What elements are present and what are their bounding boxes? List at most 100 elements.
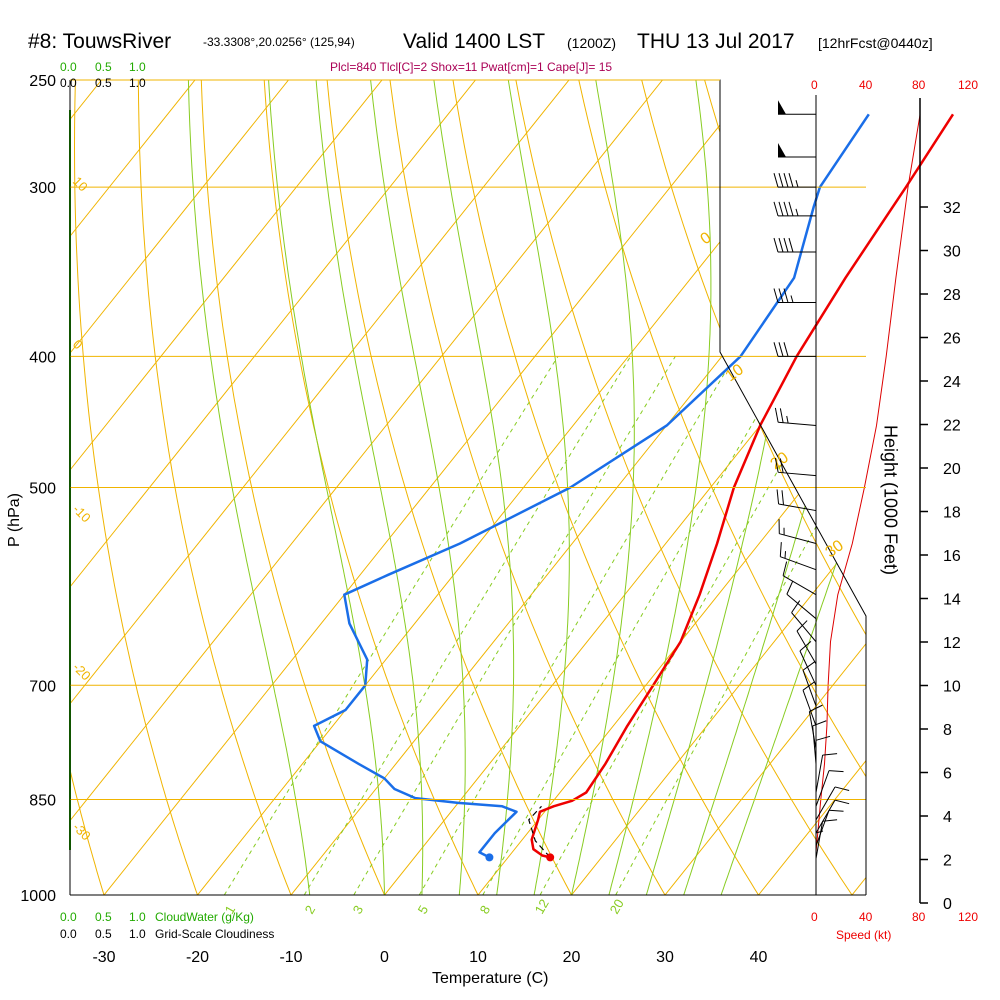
speed-tick-bottom-120: 120 [958,910,979,924]
wind-barb-feather [822,753,838,756]
temperature-line [530,113,955,859]
x-axis-title: Temperature (C) [432,970,549,987]
mixing-ratio-label: 20 [607,896,627,916]
wind-barb-staff [815,821,824,859]
height-tick-label: 10 [943,679,961,696]
dry-adiabat-line [641,80,866,895]
wind-barb-feather [782,561,788,576]
isotherm-label: 0 [698,229,715,248]
temperature-tick-label: 20 [563,949,581,966]
cloudiness-label: Grid-Scale Cloudiness [155,927,275,941]
wind-barb-feather [834,786,850,791]
isotherm-label: 10 [723,361,747,385]
cloud-legend-top-black-0: 0.0 [60,76,77,90]
dry-adiabat-line [137,80,292,895]
height-tick-label: 12 [943,635,961,652]
wind-barb [815,809,844,847]
wind-barb [815,735,831,779]
speed-tick-bottom-40: 40 [859,910,873,924]
mixing-ratio-line [303,356,632,895]
wind-barb [791,600,817,643]
height-tick-label: 2 [943,853,952,870]
moist-adiabat-line [720,80,866,895]
dry-adiabat-label: -30 [70,820,94,844]
wind-barb-staff [778,503,817,512]
wind-barb-feather [773,201,779,217]
pressure-tick-label: 400 [29,349,56,366]
dry-adiabat-label: 10 [70,174,91,195]
moist-adiabat-line [315,80,424,895]
isotherm-label: 30 [823,537,847,561]
wind-barb-half-feather [795,180,799,188]
station-title: #8: TouwsRiver [28,30,172,53]
speed-tick-top-0: 0 [811,78,818,92]
wind-barb-staff [786,593,817,620]
wind-barb [812,720,827,764]
pressure-tick-label: 1000 [20,888,56,905]
cloud-legend-bottom-green-1: 0.5 [95,910,112,924]
wind-barb [815,786,850,821]
wind-barb-feather [788,237,794,253]
speed-tick-top-80: 80 [912,78,926,92]
wind-barb-staff [799,650,817,686]
wind-barb-half-feather [815,830,824,834]
wind-barb-staff [778,421,817,427]
wind-barb-feather [802,661,816,671]
temperature-tick-label: 10 [469,949,487,966]
wind-barb-feather [815,735,831,741]
mixing-ratio-label: 5 [415,903,432,917]
height-tick-label: 4 [943,809,952,826]
wind-barb-half-feather [786,415,789,424]
moist-adiabat-line [608,80,712,895]
mixing-ratio-line [615,356,866,895]
wind-barb-half-feather [790,295,794,303]
height-tick-label: 8 [943,722,952,739]
isotherm-line [70,80,196,895]
cloud-legend-bottom-green-0: 0.0 [60,910,77,924]
cloud-legend-bottom-black-1: 0.5 [95,927,112,941]
temperature-tick-label: -20 [186,949,209,966]
mixing-ratio-label: 3 [350,903,367,917]
height-tick-label: 14 [943,592,961,609]
station-coords: -33.3308°,20.0256° (125,94) [203,35,355,49]
wind-barb-feather [796,620,808,632]
cloud-legend-top-green-1: 0.5 [95,60,112,74]
pressure-tick-label: 500 [29,481,56,498]
wind-barb [778,143,816,158]
mixing-ratio-line [223,356,559,895]
valid-date: THU 13 Jul 2017 [637,30,795,53]
isotherm-line [70,80,289,895]
dry-adiabat-line [452,80,759,895]
wind-barb-feather [778,173,784,188]
wind-barb [778,519,817,545]
wind-barb-staff [802,670,817,707]
wind-barb-staff [815,754,824,793]
speed-tick-top-120: 120 [958,78,979,92]
wind-barb-staff [791,612,817,643]
dry-adiabat-line [0,80,11,895]
moist-adiabat-line [571,80,635,895]
height-tick-label: 6 [943,766,952,783]
wind-barb-feather [809,704,823,712]
pressure-tick-label: 700 [29,678,56,695]
dry-adiabat-line [956,80,1000,895]
wind-barb-feather [776,489,780,505]
mixing-ratio-label: 12 [532,896,552,916]
forecast-info: [12hrFcst@0440z] [818,35,933,51]
mixing-ratio-line [482,356,793,895]
wind-barb-staff [812,725,817,764]
wind-barb-feather [799,640,812,652]
temperature-tick-label: 40 [750,949,768,966]
wind-barb-feather [778,342,784,357]
wind-barb-half-feather [795,208,799,217]
wind-barb [782,561,817,596]
temperature-tick-label: -30 [92,949,115,966]
dry-adiabat-label: -10 [70,502,94,526]
dry-adiabat-line [70,80,105,895]
wind-barb [778,100,816,115]
mixing-ratio-label: 2 [302,903,319,917]
wind-barb-feather [822,819,838,822]
wind-barb-feather [773,237,779,253]
speed-axis-label: Speed (kt) [836,928,892,942]
